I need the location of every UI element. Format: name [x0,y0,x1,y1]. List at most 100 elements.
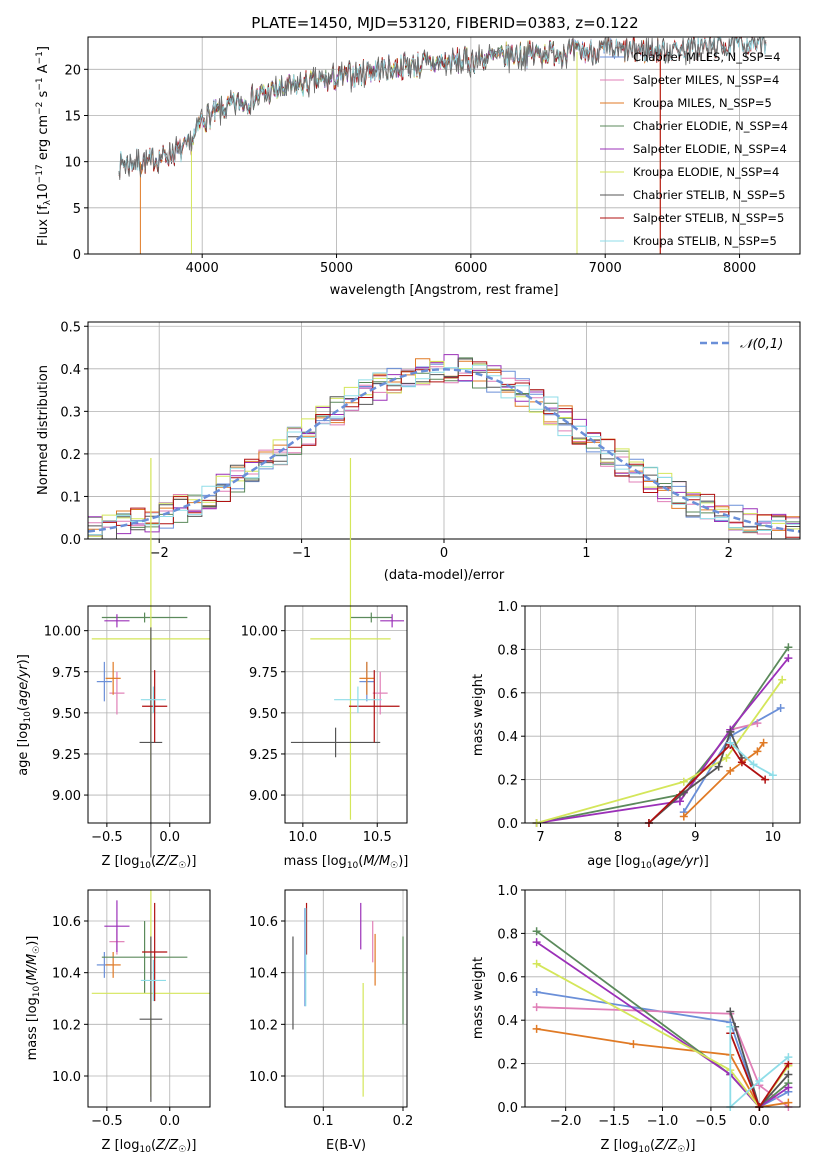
x-tick-label: 8 [614,830,622,845]
y-tick-label: 10.0 [52,1070,81,1085]
residuals-panel: −2 −1 0 1 2 0.0 0.1 0.2 0.3 0.4 0.5 (data-model)/e… [36,320,801,583]
y-tick-label: 0.1 [60,490,81,505]
weight-marker-salpeter-elodie [784,1083,793,1092]
weight-marker-chabrier-miles [532,987,541,996]
weight-marker-kroupa-miles [726,766,735,775]
age-vs-z-marks [91,458,210,858]
weight-marker-kroupa-stelib [726,738,735,747]
age-z-ylabel: age [log10(age/yr)] [16,654,33,776]
y-tick-label: 0.6 [497,971,518,986]
age-z-xlabel: Z [log10(Z/Z☉)] [102,854,197,871]
normal-curve-legend-label: 𝒩(0,1) [740,337,783,352]
x-tick-label: 1 [582,546,590,561]
age-vs-z-frame [87,605,211,824]
y-tick-label: 0.8 [497,643,518,658]
legend-label-salpeter-elodie: Salpeter ELODIE, N_SSP=4 [633,142,787,156]
y-tick-label: 0 [73,248,81,263]
y-tick-label: 0.5 [60,320,81,335]
x-tick-label: −0.5 [91,1114,123,1129]
weight-marker-kroupa-miles [679,812,688,821]
legend-label-salpeter-stelib: Salpeter STELIB, N_SSP=5 [633,211,784,225]
weight-marker-kroupa-stelib [755,1076,764,1085]
residuals-xlabel: (data-model)/error [384,568,505,583]
legend-label-chabrier-stelib: Chabrier STELIB, N_SSP=5 [633,188,785,202]
weight-marker-kroupa-stelib [784,1053,793,1062]
legend-label-kroupa-elodie: Kroupa ELODIE, N_SSP=4 [633,165,779,179]
x-tick-label: 10.5 [363,830,392,845]
x-tick-label: −0.5 [91,830,123,845]
mass-vs-z-panel: −0.5 0.0 10.0 10.2 10.4 10.6 [52,889,211,1129]
weight-vs-z-ticks: −2.0 −1.5 −1.0 −0.5 0.0 0.0 0.2 0.4 0.6 0.8 1.0 [497,884,769,1129]
residuals-legend: 𝒩(0,1) [700,337,783,352]
y-tick-label: 0.2 [497,774,518,789]
age-vs-mass-grid [285,606,407,823]
weight-marker-kroupa-miles [784,1098,793,1107]
weight-marker-kroupa-stelib [726,1022,735,1031]
weight-line-salpeter-elodie [536,941,789,1109]
weight-marker-kroupa-miles [753,747,762,756]
weight-line-salpeter-stelib [648,743,766,824]
weight-marker-chabrier-stelib [726,727,735,736]
y-tick-label: 9.75 [52,666,81,681]
weight-marker-chabrier-stelib [726,1007,735,1016]
weight-vs-age-ticks: 7 8 9 10 0.0 0.2 0.4 0.6 0.8 1.0 [497,600,781,845]
y-tick-label: 10.2 [52,1018,81,1033]
weight-marker-salpeter-miles [532,1003,541,1012]
x-tick-label: 0.0 [159,1114,180,1129]
y-tick-label: 0.2 [497,1058,518,1073]
y-tick-label: 9.25 [52,748,81,763]
y-tick-label: 10.00 [44,625,81,640]
age-vs-mass-panel: 10.0 10.5 9.00 9.25 9.50 9.75 10.00 [241,458,408,845]
weight-marker-chabrier-miles [776,703,785,712]
x-tick-label: 0 [440,546,448,561]
residuals-axes-frame [87,321,801,540]
mass-vs-z-ticks: −0.5 0.0 10.0 10.2 10.4 10.6 [52,915,180,1129]
x-tick-label: 7000 [589,261,622,276]
y-tick-label: 9.50 [52,707,81,722]
mass-vs-ebv-ticks: 0.1 0.2 10.0 10.2 10.4 10.6 [249,915,413,1129]
legend-label-chabrier-elodie: Chabrier ELODIE, N_SSP=4 [633,119,788,133]
spectrum-legend: Chabrier MILES, N_SSP=4 Salpeter MILES, N… [600,50,788,248]
weight-line-kroupa-miles [683,742,765,818]
legend-label-chabrier-miles: Chabrier MILES, N_SSP=4 [633,50,780,64]
x-tick-label: 8000 [723,261,756,276]
age-vs-z-panel: −0.5 0.0 9.00 9.25 9.50 9.75 10.00 [44,458,211,858]
weight-vs-age-panel: 7 8 9 10 0.0 0.2 0.4 0.6 0.8 1.0 [497,600,801,845]
residual-hist-salpeter-stelib [88,361,800,538]
y-tick-label: 0.6 [497,687,518,702]
x-tick-label: −1.5 [598,1114,630,1129]
weight-marker-kroupa-miles [532,1024,541,1033]
legend-label-kroupa-stelib: Kroupa STELIB, N_SSP=5 [633,234,777,248]
mass-z-xlabel: Z [log10(Z/Z☉)] [102,1138,197,1155]
weight-marker-kroupa-elodie [778,675,787,684]
residuals-ticks: −2 −1 0 1 2 0.0 0.1 0.2 0.3 0.4 0.5 [60,320,733,561]
x-tick-label: 9 [691,830,699,845]
age-vs-mass-frame [284,605,408,824]
y-tick-label: 10.2 [249,1018,278,1033]
weight-vs-age-frame [524,605,801,824]
x-tick-label: 6000 [454,261,487,276]
spectrum-title: PLATE=1450, MJD=53120, FIBERID=0383, z=0… [251,14,638,32]
weight-z-ylabel: mass weight [471,957,486,1039]
weight-age-xlabel: age [log10(age/yr)] [587,854,709,871]
spectrum-ylabel: Flux [fλ10−17 erg cm−2 s−1 A−1] [35,46,53,246]
x-tick-label: −1 [292,546,311,561]
y-tick-label: 1.0 [497,884,518,899]
mass-vs-ebv-frame [284,889,408,1108]
y-tick-label: 0.4 [497,730,518,745]
weight-marker-salpeter-elodie [532,938,541,947]
x-tick-label: 0.0 [159,830,180,845]
y-tick-label: 0.4 [60,363,81,378]
weight-marker-kroupa-miles [629,1040,638,1049]
y-tick-label: 10.4 [249,967,278,982]
legend-label-salpeter-miles: Salpeter MILES, N_SSP=4 [633,73,779,87]
y-tick-label: 9.50 [249,707,278,722]
weight-marker-kroupa-stelib [749,760,758,769]
age-vs-z-ticks: −0.5 0.0 9.00 9.25 9.50 9.75 10.00 [44,625,180,845]
y-tick-label: 5 [73,202,81,217]
weight-marker-kroupa-miles [759,738,768,747]
weight-age-ylabel: mass weight [471,674,486,756]
y-tick-label: 9.75 [249,666,278,681]
age-mass-xlabel: mass [log10(M/M☉)] [284,854,409,871]
y-tick-label: 0.4 [497,1014,518,1029]
